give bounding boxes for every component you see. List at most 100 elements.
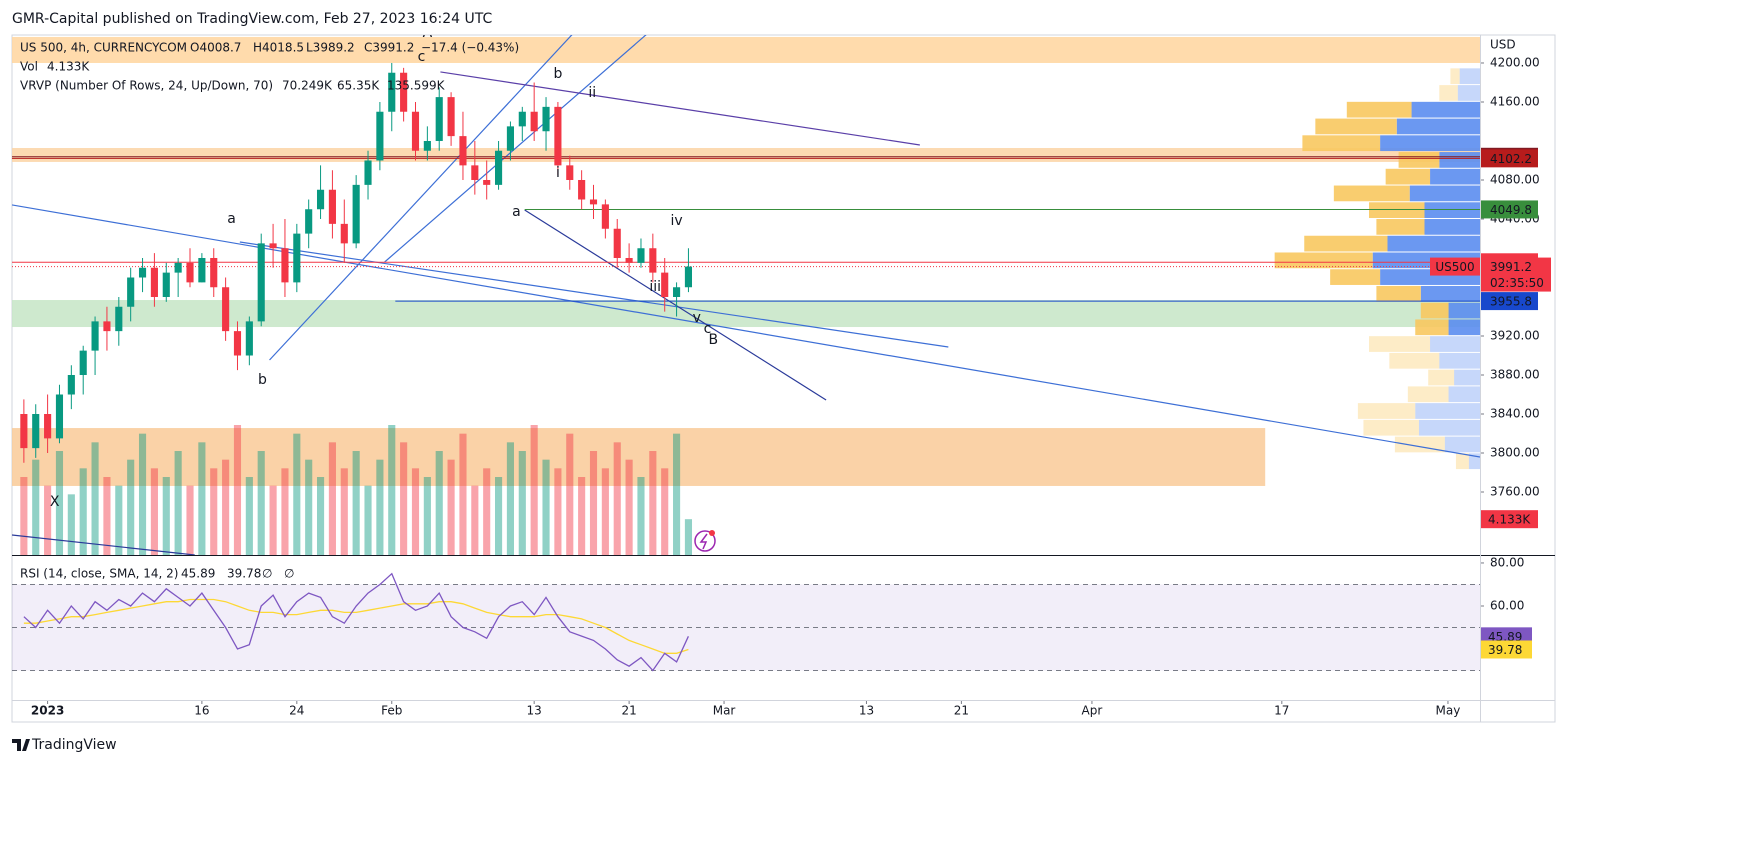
ohlc-close: C3991.2 (364, 41, 414, 55)
x-tick-label: 13 (859, 704, 874, 718)
volume-bar (423, 477, 431, 555)
candle-body (55, 394, 64, 439)
volume-bar (293, 433, 301, 555)
volume-bar (400, 442, 408, 555)
ohlc-high: H4018.5 (253, 41, 304, 55)
rsi-pane (12, 572, 1480, 672)
volume-bar (554, 468, 562, 555)
candle-body (210, 257, 218, 288)
vrvp-up (1468, 453, 1480, 470)
candle-body (506, 126, 514, 151)
volume-bar (388, 425, 396, 555)
zone (12, 428, 1266, 486)
candle-body (423, 140, 431, 151)
zone (12, 300, 1480, 328)
vrvp-down (1357, 403, 1416, 419)
candle-body (257, 243, 265, 322)
last-name-badge (1430, 257, 1480, 276)
vrvp-up (1415, 403, 1480, 419)
zone (12, 148, 1480, 162)
volume-bar (20, 477, 28, 555)
volume-bar (67, 494, 75, 555)
candle-body (340, 223, 348, 244)
volume-bar (637, 477, 645, 555)
vrvp-down (1274, 252, 1373, 269)
rsi-sma-line (23, 598, 689, 654)
volume-bar (578, 477, 586, 555)
trend-line (524, 209, 827, 401)
vrvp-up (1409, 185, 1480, 202)
vrvp-up (1448, 386, 1480, 403)
volume-bar (269, 485, 277, 555)
volume-legend: Vol (20, 60, 38, 74)
last-price: 3991.2 (1490, 260, 1532, 274)
x-tick-label: 13 (527, 704, 542, 718)
volume-bar (257, 451, 265, 555)
volume-bar (162, 477, 170, 555)
y-tick-label: 4080.00 (1490, 172, 1540, 186)
volume-bar (411, 468, 420, 555)
rsi-badge-label: 45.89 (1488, 630, 1522, 644)
volume-bar (471, 485, 479, 555)
vrvp-down (1439, 85, 1458, 101)
rsi-badge (1480, 640, 1532, 659)
wave-label: iv (670, 213, 682, 229)
volume-bar (305, 459, 313, 555)
vrvp-up (1387, 235, 1480, 252)
volume-bar (352, 451, 360, 555)
rsi-legend-empty: ∅ (284, 567, 294, 581)
candle-body (388, 72, 396, 112)
candle-body (589, 199, 598, 205)
rsi-line (23, 572, 689, 672)
x-tick-label: May (1436, 704, 1461, 718)
vrvp-down (1420, 302, 1449, 319)
candle-body (566, 165, 574, 180)
volume-badge (1480, 510, 1538, 529)
trend-line (269, 35, 573, 361)
candle-body (673, 287, 681, 297)
volume-bar (601, 468, 609, 555)
candle-body (649, 248, 657, 273)
volume-bar (210, 468, 218, 555)
candle-body (601, 204, 609, 229)
vrvp-down (1455, 453, 1469, 470)
candle-body (233, 331, 242, 356)
vrvp-down (1415, 319, 1449, 336)
trend-line (440, 71, 920, 146)
vrvp-down (1376, 285, 1421, 302)
vrvp-up (1448, 302, 1480, 319)
y-tick-label: 3840.00 (1490, 407, 1540, 421)
volume-bar (245, 477, 253, 555)
wave-label: ii (588, 85, 596, 101)
volume-bar (150, 468, 158, 555)
vrvp-down (1376, 219, 1425, 235)
volume-bar (174, 451, 182, 555)
candle-body (578, 179, 586, 200)
candle-body (459, 136, 467, 166)
volume-bar (530, 425, 538, 555)
candle-body (625, 257, 633, 263)
x-tick-label: 21 (621, 704, 636, 718)
symbol-title: US 500, 4h, CURRENCYCOM (20, 41, 187, 55)
candle-body (554, 106, 562, 166)
candle-body (150, 267, 158, 297)
candle-body (79, 350, 87, 376)
y-tick-label: 3800.00 (1490, 446, 1540, 460)
vrvp-up (1457, 85, 1480, 101)
vrvp-down (1346, 101, 1412, 118)
y-tick-label: 4200.00 (1490, 55, 1540, 69)
y-tick-label: 3760.00 (1490, 485, 1540, 499)
x-tick-label: Feb (381, 704, 402, 718)
wave-label: c (704, 321, 712, 337)
candle-body (411, 111, 420, 151)
vrvp-up (1444, 436, 1480, 453)
volume-bar (91, 442, 99, 555)
ohlc-change: −17.4 (−0.43%) (421, 41, 519, 55)
price-badge (1480, 200, 1538, 219)
price-badge-label: 4102.2 (1490, 152, 1532, 166)
y-tick-label: 3920.00 (1490, 329, 1540, 343)
wave-label: iii (649, 279, 661, 295)
volume-bar (566, 433, 574, 555)
candle-body (67, 375, 75, 395)
vrvp-down (1428, 369, 1455, 386)
